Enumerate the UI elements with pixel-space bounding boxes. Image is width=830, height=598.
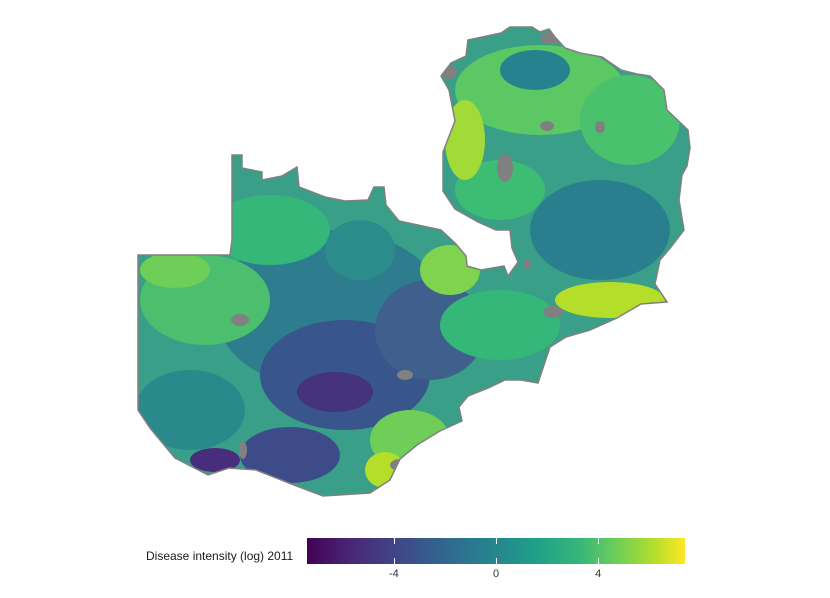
legend-tick-mark xyxy=(496,538,497,544)
legend-title: Disease intensity (log) 2011 xyxy=(146,549,294,563)
legend-tick-label: -4 xyxy=(388,568,399,580)
legend-tick-mark xyxy=(496,558,497,564)
legend-tick-mark xyxy=(393,538,395,544)
legend-tick-mark xyxy=(598,538,600,544)
legend-tick-mark xyxy=(598,558,600,564)
map-raster xyxy=(138,27,690,496)
legend-tick-label: 4 xyxy=(595,568,602,580)
legend-tick-label: 0 xyxy=(492,568,500,580)
legend-tick-mark xyxy=(393,558,395,564)
